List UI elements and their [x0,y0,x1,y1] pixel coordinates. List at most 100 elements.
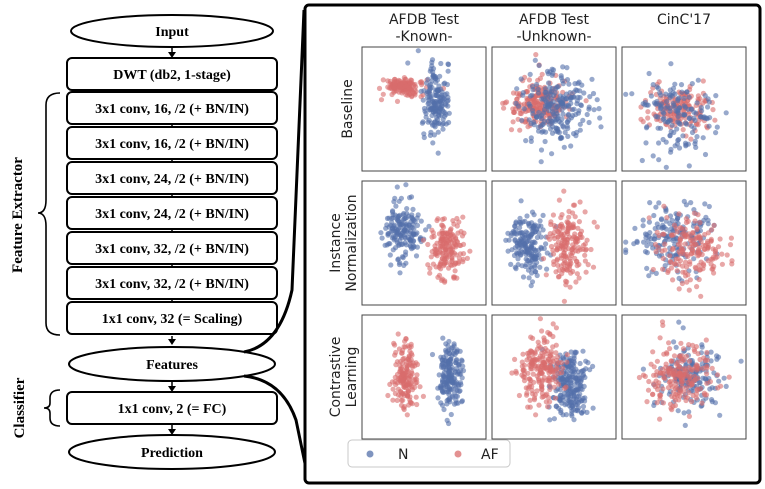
point-af [670,277,676,283]
conv-layer-7 [66,301,278,335]
point-af [460,259,466,265]
point-af [654,229,660,235]
point-af [376,85,383,91]
point-n [389,219,395,225]
point-n [573,349,579,355]
point-n [514,250,520,256]
point-af [583,269,589,275]
point-af [435,216,441,222]
point-n [657,90,663,96]
point-n [685,141,692,147]
point-n [536,62,542,69]
point-af [667,378,673,384]
point-n [542,97,548,103]
point-n [643,140,649,146]
point-n [544,68,551,74]
point-n [441,364,447,370]
point-n [664,99,670,105]
point-n [571,355,577,361]
point-af [539,71,545,77]
point-af [394,397,400,403]
point-af [686,287,692,293]
point-af [392,80,398,86]
point-n [445,68,451,74]
point-af [403,358,409,364]
zoom-connector-top [243,9,306,354]
point-n [688,200,694,206]
point-n [546,102,552,108]
point-af [547,386,553,393]
point-n [459,398,465,404]
point-af [680,127,686,133]
point-af [678,373,684,379]
point-n [379,235,385,241]
row-subtitle: Normalization [344,194,360,291]
point-n [392,233,399,240]
features-label: Features [146,358,198,373]
point-n [407,195,413,201]
point-af [576,219,583,225]
point-af [564,240,570,247]
point-n [702,151,709,158]
point-n [702,201,708,207]
point-af [404,412,410,418]
point-n [560,81,566,87]
point-af [687,261,693,267]
point-n [656,157,662,163]
point-af [655,245,661,251]
point-af [645,115,651,121]
point-n [441,369,447,376]
point-n [439,388,445,394]
conv-layers: 3x1 conv, 16, /2 (+ BN/IN) 3x1 conv, 16, … [66,91,278,335]
point-af [520,351,526,357]
point-af [704,349,710,356]
point-n [598,124,604,130]
point-af [717,236,723,242]
point-n [386,241,392,247]
point-af [685,272,691,278]
point-af [696,276,702,283]
point-n [671,102,677,108]
point-n [397,270,403,276]
point-af [531,395,538,401]
point-af [588,246,594,253]
point-n [547,126,554,132]
point-n [723,383,729,389]
point-af [585,262,591,268]
point-n [654,221,660,227]
point-af [454,223,460,229]
point-af [724,252,730,258]
point-n [558,393,564,399]
point-n [446,119,452,126]
point-n [576,79,582,85]
point-af [688,136,694,142]
point-af [676,211,682,217]
point-n [676,136,682,143]
point-af [644,399,650,405]
point-af [690,229,696,236]
point-af [403,82,409,89]
point-n [516,230,522,236]
point-n [581,90,587,96]
point-af [401,344,407,350]
point-n [537,218,543,224]
point-n [566,81,572,87]
point-af [636,374,643,381]
point-af [457,251,463,257]
point-n [535,223,542,229]
point-n [640,217,646,223]
point-n [564,77,571,83]
point-af [555,234,561,240]
point-af [544,365,550,371]
point-af [661,351,667,357]
point-n [440,108,446,115]
point-n [577,121,583,127]
point-n [440,116,446,122]
point-n [696,380,703,386]
point-n [581,383,587,389]
point-n [539,129,545,135]
point-af [680,263,686,269]
point-af [701,355,707,361]
point-n [572,382,578,388]
point-af [414,372,420,378]
